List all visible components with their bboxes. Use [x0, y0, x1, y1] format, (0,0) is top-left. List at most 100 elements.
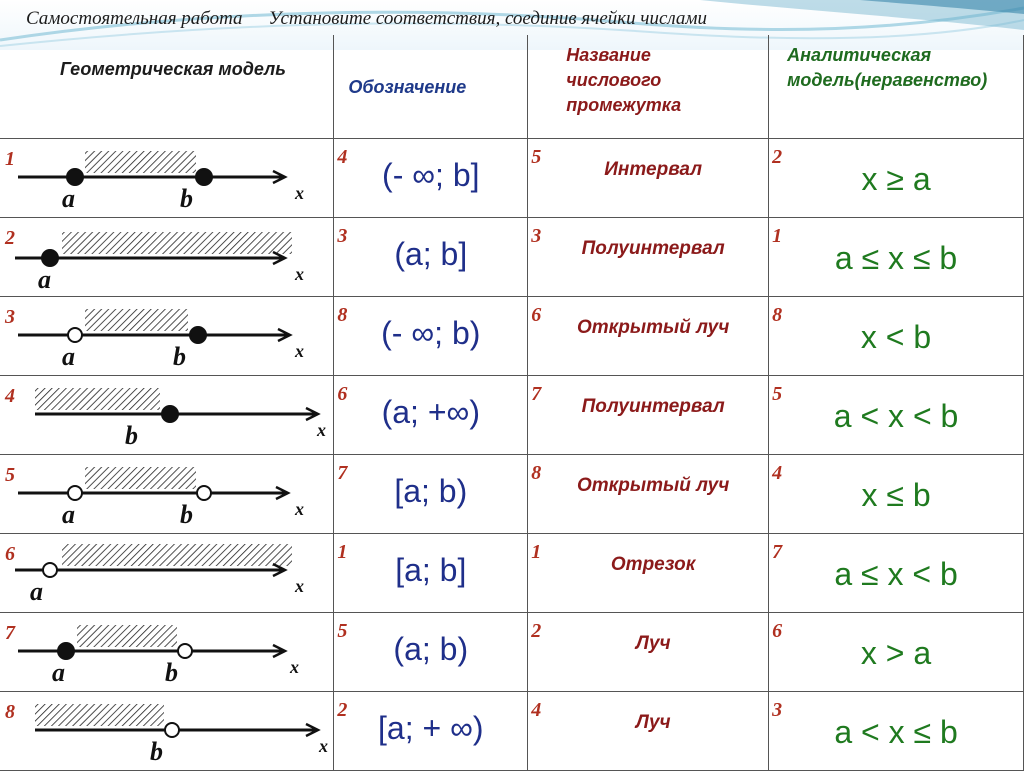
axis-arrow-icon: [272, 169, 288, 184]
row-number: 6: [772, 620, 783, 643]
shaded-region: [62, 543, 292, 566]
analytic-text: a ≤ x ≤ b: [834, 239, 958, 276]
header-row: Геометрическая модель Обозначение Назван…: [0, 35, 1024, 139]
axis-arrow-icon: [305, 406, 321, 421]
page-title: Самостоятельная работа Установите соответ…: [26, 8, 707, 30]
title-part2: Установите соответствия, соединив ячейки…: [268, 8, 708, 29]
point-label: a: [38, 265, 51, 294]
analytic-cell: 6 x > a: [768, 612, 1024, 693]
analytic-cell: 4 x ≤ b: [768, 453, 1024, 534]
axis-arrow-icon: [272, 250, 288, 265]
axis-label: x: [318, 736, 328, 756]
row-number: 5: [772, 382, 783, 405]
analytic-cell: 8 x < b: [768, 295, 1024, 376]
table-row: 2 a x 3 (a; b] 3 Полуинтервал 1 a ≤ x ≤ b: [0, 216, 1024, 297]
row-number: 6: [337, 382, 348, 405]
analytic-text: a ≤ x < b: [834, 555, 958, 592]
row-number: 1: [531, 540, 542, 563]
axis-arrow-icon: [275, 485, 291, 500]
interval-name-text: Открытый луч: [576, 474, 730, 496]
shaded-region: [35, 704, 164, 727]
open-point: [67, 326, 83, 343]
interval-name-text: Луч: [635, 633, 671, 655]
shaded-region: [85, 150, 196, 173]
axis-label: x: [294, 264, 304, 284]
row-number: 3: [337, 224, 348, 247]
filled-point: [57, 642, 75, 661]
filled-point: [189, 325, 207, 344]
axis-arrow-icon: [277, 327, 293, 342]
open-point: [177, 643, 193, 660]
shaded-region: [85, 308, 188, 331]
analytic-text: x ≤ b: [861, 476, 931, 513]
geometric-model-cell: 3 a b x: [0, 295, 335, 376]
row-number: 6: [531, 303, 542, 326]
table-row: 6 a x 1 [a; b] 1 Отрезок 7 a ≤ x < b: [0, 532, 1024, 614]
axis-label: x: [289, 657, 299, 677]
point-label: a: [30, 577, 43, 606]
notation-text: [a; b): [394, 472, 468, 509]
point-label: a: [52, 658, 65, 687]
correspondence-table: Геометрическая модель Обозначение Назван…: [0, 35, 1024, 771]
axis-label: x: [316, 420, 326, 440]
analytic-text: a < x ≤ b: [834, 714, 958, 751]
interval-name-cell: 6 Открытый луч: [527, 295, 770, 376]
notation-cell: 4 (- ∞; b]: [333, 137, 529, 218]
row-number: 5: [5, 463, 15, 486]
notation-cell: 3 (a; b]: [333, 216, 529, 297]
open-point: [164, 722, 180, 739]
notation-text: (- ∞; b]: [382, 156, 480, 193]
axis-arrow-icon: [305, 723, 321, 738]
row-number: 5: [531, 145, 542, 168]
row-number: 1: [772, 224, 783, 247]
row-number: 3: [772, 699, 783, 722]
geometric-model-cell: 7 a b x: [0, 612, 335, 693]
row-number: 7: [772, 540, 783, 563]
table-row: 7 a b x 5 (a; b) 2 Луч 6 x > a: [0, 612, 1024, 693]
row-number: 8: [5, 701, 15, 724]
table-row: 1 a b x 4 (- ∞; b] 5 Интервал 2 x ≥ a: [0, 137, 1024, 218]
shaded-region: [77, 625, 177, 648]
analytic-text: x < b: [860, 318, 932, 355]
row-number: 7: [531, 382, 542, 405]
header-interval-name: Название числового промежутка: [566, 45, 682, 115]
title-part1: Самостоятельная работа: [26, 8, 243, 29]
point-label: b: [125, 421, 138, 450]
interval-name-text: Отрезок: [610, 553, 696, 575]
row-number: 3: [5, 305, 15, 328]
row-number: 8: [772, 303, 783, 326]
notation-text: (a; +∞): [381, 393, 480, 430]
row-number: 6: [5, 542, 15, 565]
table-row: 4 b x 6 (a; +∞) 7 Полуинтервал 5 a < x < b: [0, 374, 1024, 455]
open-point: [42, 561, 58, 578]
row-number: 4: [531, 699, 542, 722]
notation-cell: 5 (a; b): [333, 612, 529, 693]
geometric-model-cell: 1 a b x: [0, 137, 335, 218]
analytic-cell: 3 a < x ≤ b: [768, 691, 1024, 771]
filled-point: [41, 248, 59, 267]
point-label: b: [173, 342, 186, 371]
axis-arrow-icon: [272, 562, 288, 578]
notation-text: (a; b]: [394, 235, 468, 272]
header-geometric: Геометрическая модель: [60, 59, 286, 79]
interval-name-text: Интервал: [604, 158, 703, 180]
notation-text: (a; b): [393, 631, 469, 668]
point-label: a: [62, 500, 75, 529]
notation-cell: 7 [a; b): [333, 453, 529, 534]
interval-name-text: Полуинтервал: [581, 237, 725, 259]
table-row: 3 a b x 8 (- ∞; b) 6 Открытый луч 8 x < b: [0, 295, 1024, 376]
interval-name-cell: 1 Отрезок: [527, 532, 770, 614]
row-number: 4: [772, 461, 783, 484]
interval-name-cell: 5 Интервал: [527, 137, 770, 218]
notation-cell: 1 [a; b]: [333, 532, 529, 614]
point-label: b: [180, 184, 193, 213]
row-number: 4: [5, 384, 15, 407]
